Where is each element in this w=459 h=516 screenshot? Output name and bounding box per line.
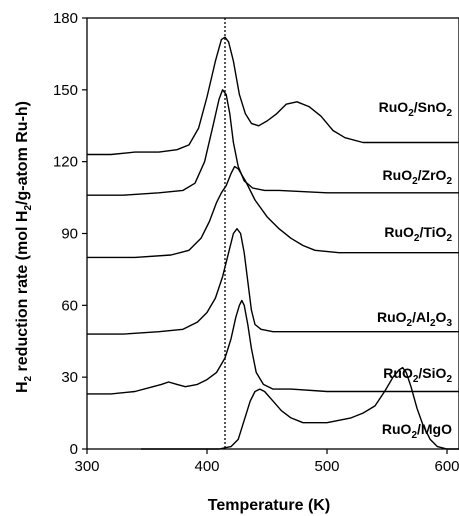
- y-tick-label: 30: [61, 369, 78, 386]
- series-label: RuO2/SnO2: [379, 99, 453, 119]
- series-line: [87, 165, 459, 259]
- series-label: RuO2/SiO2: [383, 365, 452, 385]
- label-layer: RuO2/SnO2 RuO2/ZrO2 RuO2/TiO2 RuO2/Al2O3 RuO…: [377, 99, 452, 441]
- series-line: [87, 228, 459, 335]
- series-label: RuO2/ZrO2: [383, 167, 453, 187]
- y-tick-label: 180: [53, 10, 78, 27]
- axis-ticks: 300 400 500 600 0 30 60 90 120 150 180: [53, 10, 459, 475]
- series-line: [87, 36, 459, 156]
- series-line: [141, 366, 459, 450]
- y-tick-label: 120: [53, 154, 78, 171]
- x-axis-title: Temperature (K): [208, 497, 330, 514]
- series-label: RuO2/Al2O3: [377, 309, 452, 329]
- series-label: RuO2/MgO: [382, 421, 452, 441]
- series-line: [87, 299, 459, 395]
- x-tick-label: 300: [74, 458, 99, 475]
- y-tick-label: 90: [61, 226, 78, 243]
- x-tick-label: 600: [434, 458, 459, 475]
- y-axis-title: H2 reduction rate (mol H2/g-atom Ru-h): [14, 101, 34, 393]
- series-label: RuO2/TiO2: [384, 224, 452, 244]
- x-tick-label: 500: [314, 458, 339, 475]
- series-layer: [87, 18, 459, 450]
- y-tick-label: 0: [70, 441, 78, 458]
- series-line: [87, 89, 459, 196]
- y-tick-label: 60: [61, 297, 78, 314]
- x-tick-label: 400: [194, 458, 219, 475]
- y-tick-label: 150: [53, 82, 78, 99]
